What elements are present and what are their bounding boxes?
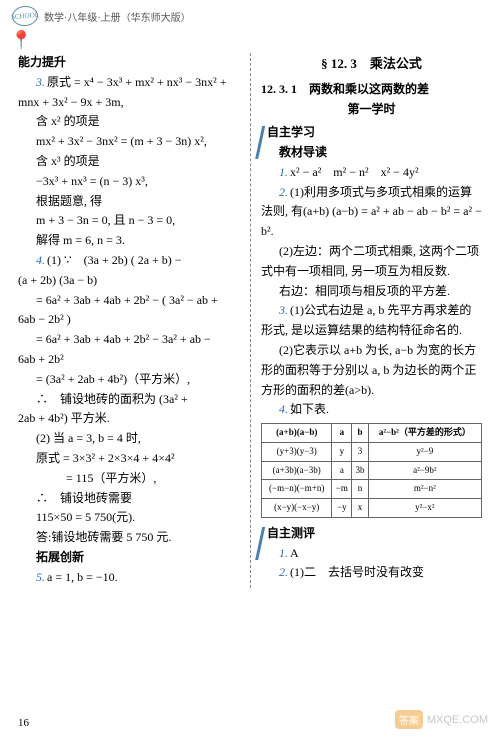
line: ∴ 铺设地砖需要 [18, 489, 242, 509]
td: 3 [352, 442, 368, 461]
td: n [352, 480, 368, 499]
td: m²−n² [368, 480, 481, 499]
watermark-badge: 答案 [395, 710, 423, 729]
line: 6ab − 2b² ) [18, 310, 242, 330]
table-row: (a+3b)(a−3b) a 3b a²−9b² [262, 461, 482, 480]
td: a [332, 461, 352, 480]
line: 115×50 = 5 750(元). [18, 508, 242, 528]
td: (a+3b)(a−3b) [262, 461, 332, 480]
line: 2.(1)利用多项式与多项式相乘的运算法则, 有(a+b) (a−b) = a²… [261, 183, 482, 242]
page-number: 16 [18, 717, 29, 729]
line: (2) 当 a = 3, b = 4 时, [18, 429, 242, 449]
bars-icon [260, 527, 265, 538]
line: 含 x³ 的项是 [18, 152, 242, 172]
line: 3.原式 = x⁴ − 3x³ + mx² + nx³ − 3nx² + [18, 73, 242, 93]
line: 1.x² − a² m² − n² x² − 4y² [261, 163, 482, 183]
td: y²−x² [368, 498, 481, 517]
line: mnx + 3x² − 9x + 3m, [18, 93, 242, 113]
td: (y+3)(y−3) [262, 442, 332, 461]
header-title: 数学·八年级·上册（华东师大版） [44, 9, 191, 24]
td: (−m−n)(−m+n) [262, 480, 332, 499]
bars-icon [260, 126, 265, 137]
line: (2)它表示以 a+b 为长, a−b 为宽的长方形的面积等于分别以 a, b … [261, 341, 482, 400]
self-study-label: 自主学习 [261, 123, 482, 140]
line: m + 3 − 3n = 0, 且 n − 3 = 0, [18, 211, 242, 231]
left-column: 能力提升 3.原式 = x⁴ − 3x³ + mx² + nx³ − 3nx² … [18, 53, 250, 588]
item-number: 4. [279, 402, 288, 416]
line: 原式 = 3×3² + 2×3×4 + 4×4² [18, 449, 242, 469]
school-logo-icon: SCHOOL [11, 5, 39, 27]
right-column: § 12. 3 乘法公式 12. 3. 1 两数和乘以这两数的差 第一学时 自主… [250, 53, 482, 588]
line: = 6a² + 3ab + 4ab + 2b² − 3a² + ab − [18, 330, 242, 350]
item-number: 4. [36, 253, 45, 267]
line: = 6a² + 3ab + 4ab + 2b² − ( 3a² − ab + [18, 291, 242, 311]
watermark-url: MXQE.COM [427, 714, 488, 726]
line: 解得 m = 6, n = 3. [18, 231, 242, 251]
heading-reading: 教材导读 [261, 143, 482, 163]
line: (2)左边：两个二项式相乘, 这两个二项式中有一项相同, 另一项互为相反数. [261, 242, 482, 282]
td: y²−9 [368, 442, 481, 461]
item-number: 3. [36, 75, 45, 89]
line: −3x³ + nx³ = (n − 3) x³, [18, 172, 242, 192]
line: 1.A [261, 544, 482, 564]
th: b [352, 424, 368, 443]
watermark: 答案 MXQE.COM [395, 710, 488, 729]
item-number: 2. [279, 565, 288, 579]
heading-extend: 拓展创新 [18, 548, 242, 568]
line: 2ab + 4b²) 平方米. [18, 409, 242, 429]
item-number: 1. [279, 546, 288, 560]
td: x [352, 498, 368, 517]
line: 含 x² 的项是 [18, 112, 242, 132]
table-head-row: (a+b)(a−b) a b a²−b²（平方差的形式） [262, 424, 482, 443]
table-row: (−m−n)(−m+n) −m n m²−n² [262, 480, 482, 499]
subsection-title: 12. 3. 1 两数和乘以这两数的差 [261, 80, 482, 100]
section-title: § 12. 3 乘法公式 [261, 53, 482, 74]
th: a [332, 424, 352, 443]
line: 根据题意, 得 [18, 192, 242, 212]
formula-table: (a+b)(a−b) a b a²−b²（平方差的形式） (y+3)(y−3) … [261, 423, 482, 517]
item-number: 1. [279, 165, 288, 179]
pushpin-icon: 📍 [10, 30, 500, 51]
line: (a + 2b) (3a − b) [18, 271, 242, 291]
two-column-layout: 能力提升 3.原式 = x⁴ − 3x³ + mx² + nx³ − 3nx² … [0, 53, 500, 588]
line: 4.(1) ∵ (3a + 2b) ( 2a + b) − [18, 251, 242, 271]
line: ∴ 铺设地砖的面积为 (3a² + [18, 390, 242, 410]
td: −y [332, 498, 352, 517]
line: 3.(1)公式右边是 a, b 先平方再求差的形式, 是以运算结果的结构特征命名… [261, 301, 482, 341]
line: mx² + 3x² − 3nx² = (m + 3 − 3n) x², [18, 132, 242, 152]
line: 5.a = 1, b = −10. [18, 568, 242, 588]
td: 3b [352, 461, 368, 480]
line: 4.如下表. [261, 400, 482, 420]
th: a²−b²（平方差的形式） [368, 424, 481, 443]
line: 右边：相同项与相反项的平方差. [261, 282, 482, 302]
td: y [332, 442, 352, 461]
td: a²−9b² [368, 461, 481, 480]
table-row: (y+3)(y−3) y 3 y²−9 [262, 442, 482, 461]
item-number: 5. [36, 570, 45, 584]
item-number: 3. [279, 303, 288, 317]
class-title: 第一学时 [261, 100, 482, 120]
line: = (3a² + 2ab + 4b²)（平方米）, [18, 370, 242, 390]
td: −m [332, 480, 352, 499]
page-header: SCHOOL 数学·八年级·上册（华东师大版） [0, 0, 500, 30]
line: 2.(1)二 去括号时没有改变 [261, 563, 482, 583]
item-number: 2. [279, 185, 288, 199]
heading-ability: 能力提升 [18, 53, 242, 73]
th: (a+b)(a−b) [262, 424, 332, 443]
line: 6ab + 2b² [18, 350, 242, 370]
line: 答:铺设地砖需要 5 750 元. [18, 528, 242, 548]
line: = 115（平方米）, [18, 469, 242, 489]
self-test-label: 自主测评 [261, 524, 482, 541]
td: (x−y)(−x−y) [262, 498, 332, 517]
table-row: (x−y)(−x−y) −y x y²−x² [262, 498, 482, 517]
